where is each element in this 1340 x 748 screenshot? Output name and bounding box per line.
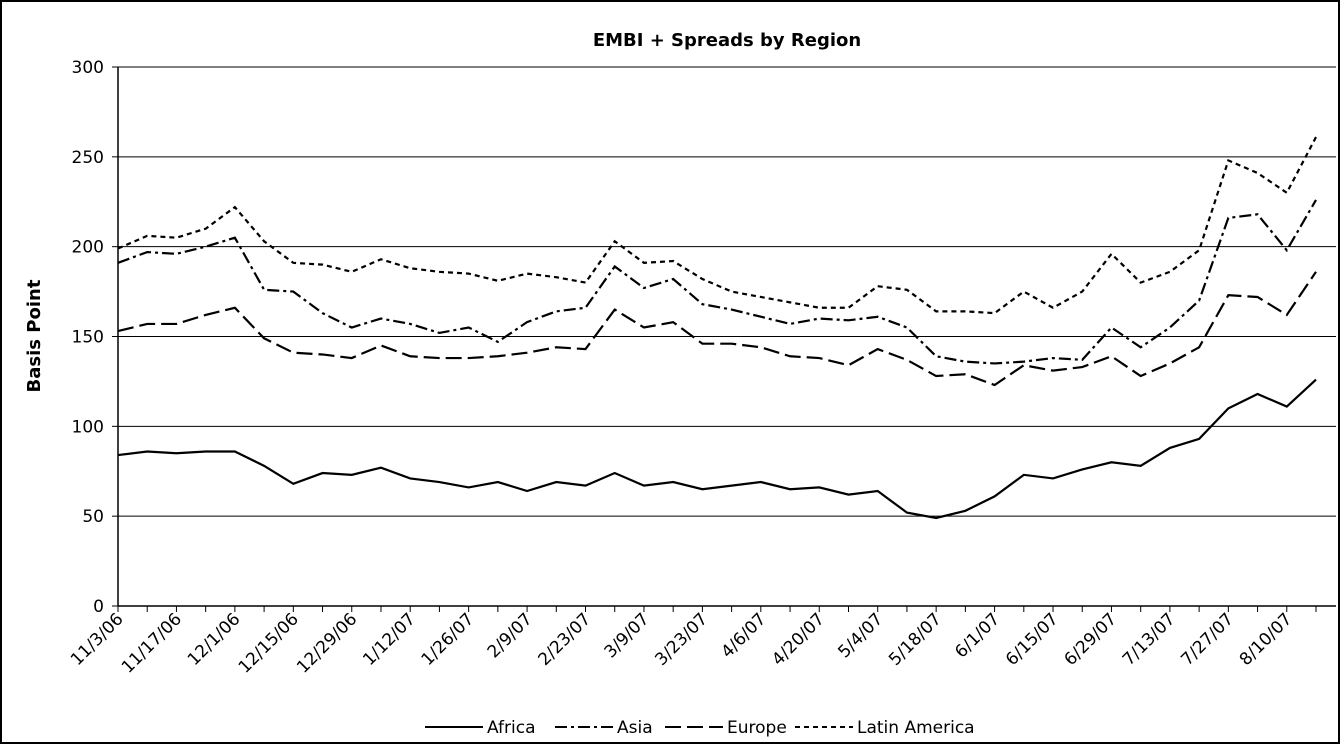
- series-line: [117, 378, 1317, 520]
- legend-label: Latin America: [857, 718, 975, 738]
- y-tick-label: 150: [72, 328, 104, 348]
- y-axis-label: Basis Point: [24, 279, 45, 392]
- y-tick-label: 0: [93, 597, 104, 617]
- y-tick-label: 300: [72, 58, 104, 78]
- y-tick-label: 200: [72, 238, 104, 258]
- legend-label: Asia: [617, 718, 653, 738]
- y-tick-label: 100: [72, 417, 104, 437]
- series-line: [117, 136, 1317, 315]
- legend-label: Europe: [727, 718, 787, 738]
- chart-title: EMBI + Spreads by Region: [593, 30, 861, 51]
- series-line: [117, 199, 1317, 365]
- legend-label: Africa: [487, 718, 536, 738]
- y-tick-label: 50: [82, 507, 104, 527]
- series-line: [117, 271, 1317, 387]
- y-tick-label: 250: [72, 148, 104, 168]
